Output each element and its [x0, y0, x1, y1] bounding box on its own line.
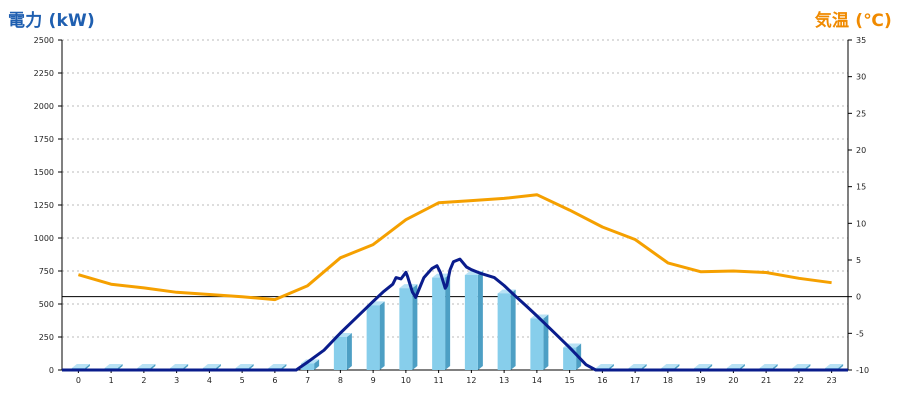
bar: [464, 270, 483, 370]
left-tick-label: 500: [39, 300, 54, 309]
x-tick-label: 17: [630, 376, 640, 385]
x-tick-label: 4: [207, 376, 212, 385]
x-tick-label: 1: [109, 376, 114, 385]
x-tick-label: 20: [728, 376, 738, 385]
left-tick-label: 1250: [34, 201, 54, 210]
bar: [432, 273, 451, 370]
left-tick-label: 1750: [34, 135, 54, 144]
right-tick-label: 35: [856, 36, 866, 45]
right-tick-label: 10: [856, 219, 866, 228]
bar: [333, 333, 352, 370]
x-tick-label: 23: [827, 376, 837, 385]
x-tick-label: 16: [597, 376, 607, 385]
x-tick-label: 3: [174, 376, 179, 385]
x-tick-label: 9: [371, 376, 376, 385]
left-tick-label: 2500: [34, 36, 54, 45]
left-tick-label: 2250: [34, 69, 54, 78]
right-tick-label: 0: [856, 293, 861, 302]
right-tick-label: 25: [856, 109, 866, 118]
power-line: [62, 257, 848, 372]
x-tick-label: 7: [305, 376, 310, 385]
left-tick-label: 0: [49, 366, 54, 375]
x-tick-label: 13: [499, 376, 509, 385]
left-tick-label: 1000: [34, 234, 54, 243]
right-tick-label: 5: [856, 256, 861, 265]
left-tick-label: 750: [39, 267, 54, 276]
right-tick-label: 20: [856, 146, 866, 155]
right-tick-label: -10: [856, 366, 869, 375]
bar: [497, 289, 516, 370]
x-tick-label: 14: [532, 376, 542, 385]
x-tick-label: 11: [434, 376, 444, 385]
temperature-line: [77, 193, 832, 302]
right-axis-title: 気温 (℃): [814, 11, 892, 31]
x-tick-label: 19: [696, 376, 706, 385]
x-tick-label: 5: [240, 376, 245, 385]
right-tick-label: -5: [856, 329, 864, 338]
x-tick-label: 8: [338, 376, 343, 385]
left-tick-label: 1500: [34, 168, 54, 177]
right-tick-label: 30: [856, 73, 866, 82]
left-tick-label: 250: [39, 333, 54, 342]
x-tick-label: 6: [272, 376, 277, 385]
x-tick-label: 22: [794, 376, 804, 385]
x-tick-label: 12: [466, 376, 476, 385]
x-tick-label: 10: [401, 376, 411, 385]
x-tick-label: 21: [761, 376, 771, 385]
right-tick-label: 15: [856, 183, 866, 192]
bar: [366, 301, 385, 370]
bar: [399, 284, 418, 370]
left-axis-title: 電力 (kW): [8, 11, 95, 31]
x-tick-label: 15: [565, 376, 575, 385]
left-tick-label: 2000: [34, 102, 54, 111]
x-tick-label: 2: [141, 376, 146, 385]
x-tick-label: 18: [663, 376, 673, 385]
x-tick-label: 0: [76, 376, 81, 385]
